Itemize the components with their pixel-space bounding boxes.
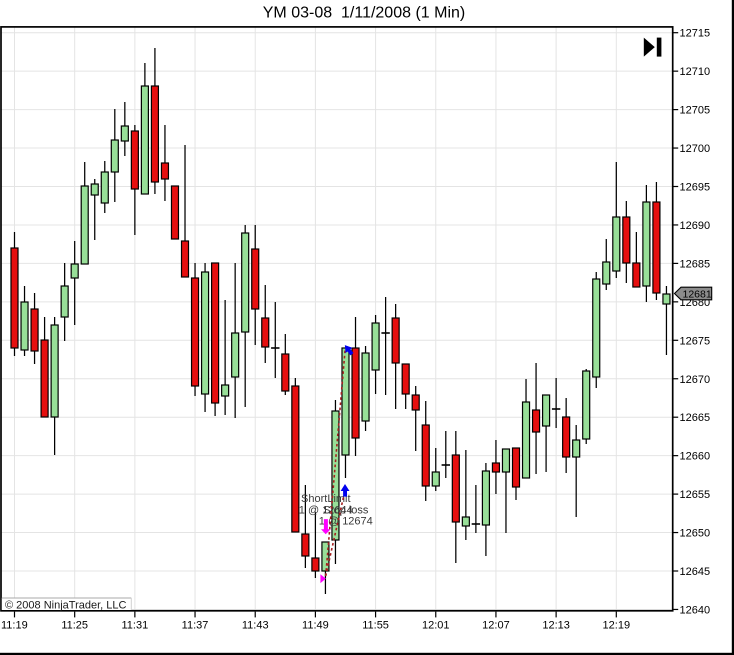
svg-text:12710: 12710	[680, 66, 711, 78]
svg-text:12645: 12645	[680, 566, 711, 578]
svg-text:12:01: 12:01	[422, 619, 450, 631]
svg-text:11:49: 11:49	[302, 619, 329, 631]
svg-text:12700: 12700	[680, 143, 711, 155]
svg-text:12660: 12660	[680, 451, 711, 463]
svg-text:11:37: 11:37	[182, 619, 209, 631]
svg-text:12650: 12650	[680, 528, 711, 540]
svg-text:YM 03-08 1/11/2008 (1 Min): YM 03-08 1/11/2008 (1 Min)	[263, 5, 465, 22]
svg-text:12:19: 12:19	[603, 619, 631, 631]
svg-text:11:43: 11:43	[242, 619, 269, 631]
svg-text:12:07: 12:07	[482, 619, 510, 631]
svg-text:12695: 12695	[680, 182, 711, 194]
svg-text:12640: 12640	[680, 604, 711, 616]
svg-text:12:13: 12:13	[542, 619, 570, 631]
svg-text:ShortLimit: ShortLimit	[301, 493, 351, 505]
svg-text:11:19: 11:19	[1, 619, 28, 631]
svg-text:11:31: 11:31	[122, 619, 149, 631]
svg-text:12675: 12675	[680, 335, 711, 347]
svg-text:11:25: 11:25	[61, 619, 88, 631]
svg-text:12715: 12715	[680, 28, 711, 40]
svg-text:Stop loss: Stop loss	[323, 504, 369, 516]
svg-text:12665: 12665	[680, 412, 711, 424]
svg-text:© 2008 NinjaTrader, LLC: © 2008 NinjaTrader, LLC	[5, 599, 126, 611]
svg-text:12705: 12705	[680, 105, 711, 117]
svg-text:12655: 12655	[680, 489, 711, 501]
svg-text:12670: 12670	[680, 374, 711, 386]
svg-text:12690: 12690	[680, 220, 711, 232]
svg-text:12685: 12685	[680, 258, 711, 270]
svg-text:11:55: 11:55	[362, 619, 389, 631]
svg-text:12681: 12681	[683, 289, 712, 301]
svg-text:1 @ 12674: 1 @ 12674	[319, 516, 373, 528]
